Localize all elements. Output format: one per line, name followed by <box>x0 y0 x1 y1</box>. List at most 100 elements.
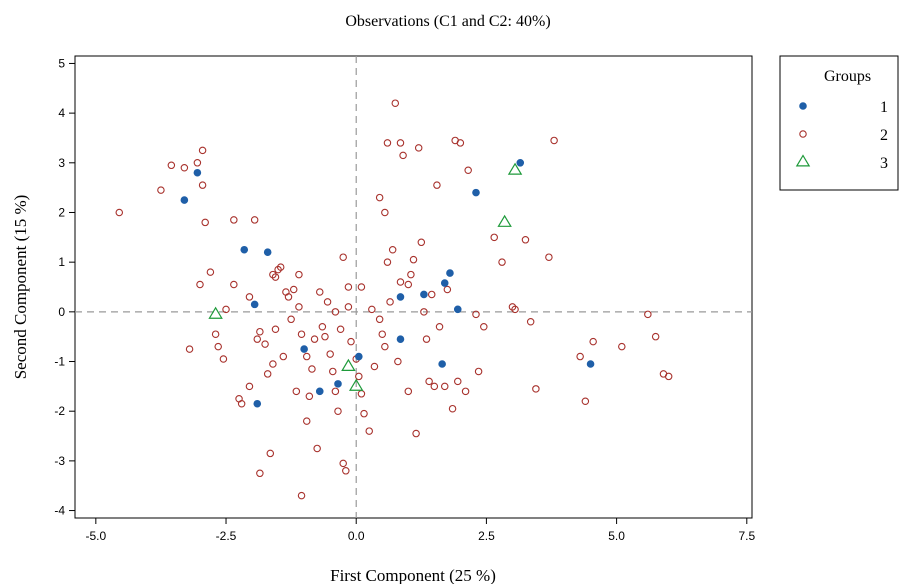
data-point-group-2 <box>454 377 462 386</box>
data-point-group-2 <box>464 166 472 175</box>
y-tick-label: -4 <box>54 504 65 518</box>
data-point-group-1 <box>250 300 259 309</box>
data-point-group-2 <box>545 253 553 261</box>
x-tick-label: 2.5 <box>478 529 495 543</box>
data-point-group-2 <box>198 181 207 189</box>
data-point-group-2 <box>417 238 426 247</box>
data-point-group-2 <box>448 404 457 413</box>
data-point-group-1 <box>420 290 428 299</box>
data-point-group-2 <box>305 392 314 401</box>
data-point-group-2 <box>644 310 652 319</box>
data-point-group-2 <box>256 327 264 336</box>
data-point-group-2 <box>201 218 209 227</box>
data-point-group-2 <box>308 365 316 373</box>
data-point-group-2 <box>388 245 397 254</box>
data-point-group-2 <box>271 273 280 281</box>
data-point-group-2 <box>230 216 238 224</box>
data-point-group-2 <box>263 370 272 378</box>
data-point-group-2 <box>357 283 366 291</box>
data-point-group-2 <box>433 181 441 189</box>
data-point-group-2 <box>365 427 373 435</box>
data-point-group-2 <box>284 293 293 301</box>
data-point-group-2 <box>412 429 420 438</box>
data-point-group-2 <box>157 186 165 194</box>
data-point-group-1 <box>334 380 342 388</box>
data-point-group-2 <box>297 330 306 338</box>
data-point-group-2 <box>297 491 306 500</box>
data-point-group-1 <box>453 305 462 314</box>
legend-items: 1 2 3 <box>795 99 888 172</box>
data-point-group-2 <box>532 385 540 393</box>
data-point-group-2 <box>409 255 418 264</box>
data-point-group-2 <box>326 350 334 358</box>
data-point-group-1 <box>180 196 189 204</box>
data-point-group-1 <box>586 360 595 368</box>
data-point-group-2 <box>394 357 402 366</box>
legend-title: Groups <box>824 68 871 85</box>
data-point-group-2 <box>295 270 303 279</box>
data-point-group-2 <box>289 285 298 294</box>
y-tick-label: -2 <box>54 404 65 418</box>
data-point-group-2 <box>427 290 436 299</box>
data-point-group-2 <box>339 253 347 261</box>
data-point-group-2 <box>360 409 368 418</box>
data-point-group-1 <box>193 168 202 177</box>
data-point-group-2 <box>316 288 324 296</box>
y-axis-title: Second Component (15 %) <box>11 195 30 380</box>
y-tick-label: 4 <box>58 106 65 120</box>
data-point-group-1 <box>263 248 272 257</box>
data-point-group-1 <box>253 399 262 408</box>
data-point-group-2 <box>511 305 519 314</box>
data-point-group-2 <box>271 325 280 333</box>
data-point-group-2 <box>245 293 254 301</box>
data-point-group-2 <box>193 159 202 167</box>
data-point-group-3 <box>497 214 512 227</box>
plot-area <box>74 55 753 519</box>
data-point-group-2 <box>318 322 327 331</box>
legend-label-group-2: 2 <box>880 127 888 144</box>
data-point-group-2 <box>334 407 342 415</box>
legend: Groups 1 2 3 <box>779 55 899 191</box>
data-point-group-2 <box>414 144 423 152</box>
x-tick-label: 7.5 <box>738 529 755 543</box>
data-point-group-2 <box>375 315 384 324</box>
x-tick-label: 0.0 <box>348 529 365 543</box>
legend-marker-group-1 <box>799 102 807 110</box>
data-point-group-2 <box>576 352 584 361</box>
legend-box <box>779 55 899 191</box>
data-point-group-2 <box>347 337 355 346</box>
data-point-group-2 <box>399 151 407 160</box>
data-point-group-1 <box>472 188 480 197</box>
data-point-group-2 <box>391 99 400 107</box>
data-point-group-2 <box>245 382 254 391</box>
data-point-group-2 <box>256 469 264 478</box>
data-point-group-2 <box>370 362 379 371</box>
data-point-group-1 <box>396 293 405 301</box>
data-point-group-2 <box>480 322 488 331</box>
data-point-group-2 <box>331 308 340 316</box>
data-point-group-2 <box>115 208 124 217</box>
legend-marker-group-3 <box>795 154 811 167</box>
data-point-group-2 <box>456 139 465 147</box>
data-point-group-2 <box>237 399 246 408</box>
data-point-group-2 <box>435 322 444 331</box>
data-point-group-2 <box>222 305 230 314</box>
data-point-group-1 <box>315 387 324 396</box>
data-point-group-1 <box>240 245 249 254</box>
data-point-group-2 <box>279 352 288 361</box>
data-point-group-2 <box>526 318 535 326</box>
data-point-group-2 <box>302 417 311 425</box>
data-point-group-2 <box>206 268 215 276</box>
data-point-group-2 <box>381 208 389 217</box>
data-point-group-2 <box>323 298 332 306</box>
data-point-group-2 <box>430 382 439 391</box>
legend-label-group-1: 1 <box>880 99 888 116</box>
data-point-group-2 <box>472 310 480 319</box>
x-tick-label: -2.5 <box>216 529 237 543</box>
data-point-group-2 <box>329 367 337 376</box>
data-point-group-2 <box>396 139 405 147</box>
data-point-group-2 <box>276 263 285 271</box>
data-point-group-2 <box>167 161 176 170</box>
data-point-group-2 <box>313 444 321 453</box>
